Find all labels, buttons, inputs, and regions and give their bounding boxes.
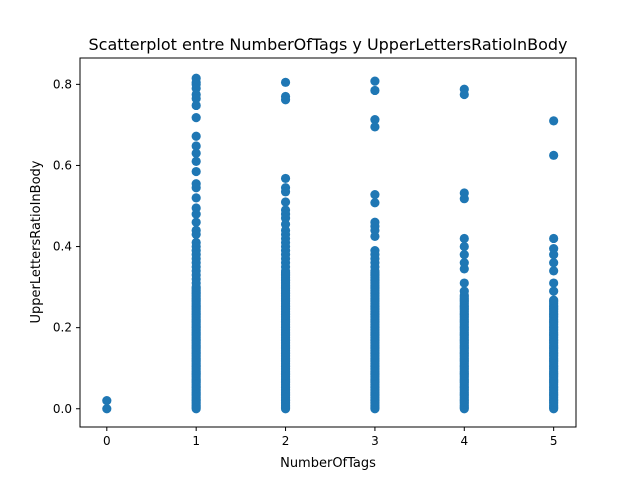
scatter-point (459, 241, 469, 252)
scatter-point (370, 198, 380, 208)
x-axis: 0 1 2 3 4 5 (103, 427, 557, 448)
scatter-point (459, 194, 469, 204)
scatter-point (191, 141, 201, 151)
y-axis-label: UpperLettersRatioInBody (29, 160, 44, 323)
scatter-point (549, 116, 559, 126)
x-tick-label: 2 (282, 434, 290, 448)
scatter-point (191, 100, 201, 111)
scatter-point (280, 77, 291, 87)
chart-title: Scatterplot entre NumberOfTags y UpperLe… (88, 35, 567, 54)
scatter-point (549, 286, 559, 296)
x-tick-label: 4 (460, 434, 468, 448)
scatter-point (370, 76, 380, 86)
scatter-point (549, 278, 559, 288)
scatter-point (549, 258, 559, 268)
y-tick-label: 0.0 (53, 402, 72, 416)
plot-frame (79, 57, 577, 428)
scatter-point (459, 264, 469, 274)
scatter-point (191, 93, 201, 104)
scatter-point (459, 89, 469, 100)
scatter-point (549, 266, 559, 276)
scatter-point (549, 150, 559, 160)
scatter-point (191, 148, 201, 158)
scatter-point (280, 197, 291, 207)
scatter-point (459, 286, 469, 296)
scatter-point (102, 396, 112, 406)
scatter-point (370, 231, 380, 242)
scatter-point (191, 278, 201, 288)
scatter-point (191, 131, 201, 141)
points-layer (102, 73, 559, 414)
x-tick-label: 0 (103, 434, 111, 448)
scatter-point (549, 233, 559, 244)
scatter-point (102, 404, 112, 414)
scatter-point (370, 115, 380, 125)
scatter-point (191, 209, 201, 219)
scatter-point (370, 122, 380, 132)
scatter-point (191, 183, 201, 193)
scatter-point (459, 250, 469, 260)
scatter-point (549, 295, 559, 305)
scatter-point (280, 262, 291, 272)
scatter-point (280, 95, 291, 105)
x-tick-label: 1 (192, 434, 200, 448)
y-tick-label: 0.2 (53, 321, 72, 335)
y-axis: 0.0 0.2 0.4 0.6 0.8 (53, 77, 80, 416)
y-tick-label: 0.4 (53, 240, 72, 254)
scatter-point (191, 113, 201, 123)
scatter-point (370, 262, 380, 272)
scatter-point (191, 193, 201, 203)
x-tick-label: 5 (550, 434, 558, 448)
scatter-point (191, 217, 201, 227)
scatter-point (280, 187, 291, 197)
scatter-point (280, 173, 291, 184)
scatter-point (191, 156, 201, 166)
y-tick-label: 0.8 (53, 77, 72, 91)
scatter-point (459, 233, 469, 244)
x-tick-label: 3 (371, 434, 379, 448)
scatter-point (459, 278, 469, 288)
x-axis-label: NumberOfTags (280, 456, 376, 471)
scatter-point (549, 250, 559, 260)
scatter-point (191, 229, 201, 239)
scatter-point (191, 166, 201, 177)
y-tick-label: 0.6 (53, 158, 72, 172)
scatter-point (370, 190, 380, 200)
scatter-point (370, 85, 380, 96)
